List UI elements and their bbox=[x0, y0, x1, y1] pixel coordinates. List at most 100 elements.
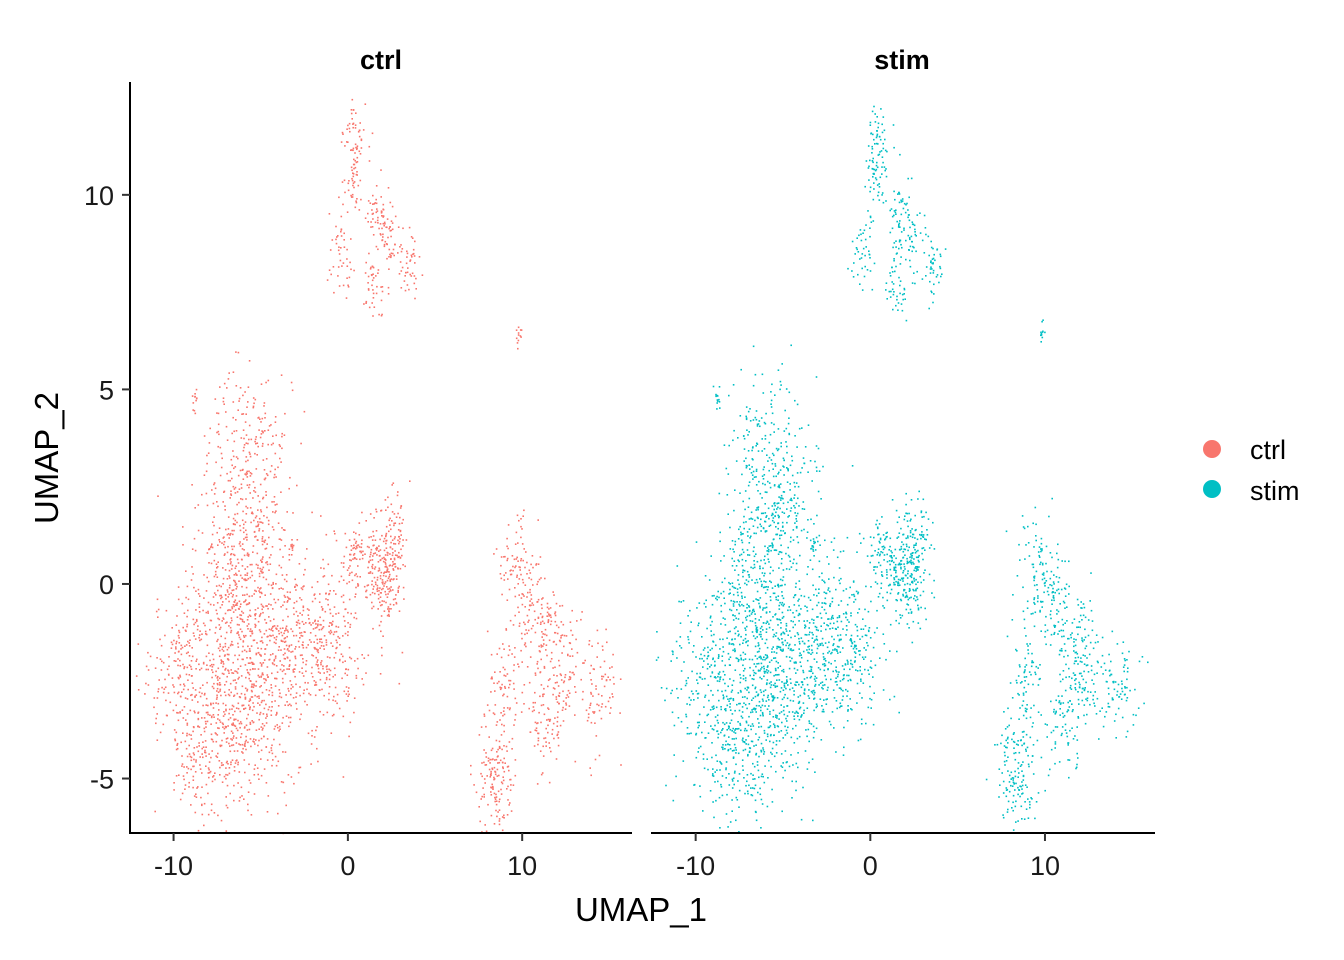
cell-point bbox=[246, 507, 249, 509]
cell-point bbox=[347, 668, 350, 671]
cell-point bbox=[239, 605, 242, 608]
cell-point bbox=[232, 732, 234, 734]
cell-point bbox=[510, 810, 513, 812]
cell-point bbox=[798, 718, 801, 721]
cell-point bbox=[367, 289, 370, 291]
cell-point bbox=[282, 627, 284, 629]
cell-point bbox=[514, 774, 517, 777]
cell-point bbox=[265, 629, 268, 632]
cell-point bbox=[277, 466, 279, 469]
cell-point bbox=[786, 732, 789, 734]
cell-point bbox=[722, 646, 724, 648]
cell-point bbox=[219, 774, 221, 776]
cell-point bbox=[780, 584, 782, 587]
cell-point bbox=[225, 738, 228, 740]
cell-point bbox=[504, 762, 506, 764]
cell-point bbox=[537, 667, 539, 670]
cell-point bbox=[756, 663, 758, 665]
cell-point bbox=[543, 687, 545, 690]
cell-point bbox=[409, 480, 411, 482]
cell-point bbox=[259, 596, 261, 598]
cell-point bbox=[493, 823, 496, 825]
cell-point bbox=[396, 554, 398, 557]
cell-point bbox=[729, 548, 732, 550]
cell-point bbox=[404, 565, 406, 568]
cell-point bbox=[545, 741, 547, 743]
cell-point bbox=[550, 651, 553, 654]
cell-point bbox=[542, 745, 544, 748]
cell-point bbox=[302, 644, 304, 647]
cell-point bbox=[769, 566, 772, 568]
cell-point bbox=[271, 691, 274, 694]
cell-point bbox=[665, 687, 668, 690]
cell-point bbox=[580, 618, 582, 621]
cell-point bbox=[514, 713, 517, 716]
cell-point bbox=[250, 745, 252, 748]
cell-point bbox=[281, 574, 284, 576]
cell-point bbox=[597, 642, 599, 645]
cell-point bbox=[307, 682, 309, 684]
cell-point bbox=[289, 476, 291, 479]
cell-point bbox=[763, 574, 765, 577]
cell-point bbox=[808, 740, 810, 743]
cell-point bbox=[235, 737, 238, 739]
cell-point bbox=[589, 704, 592, 706]
cell-point bbox=[302, 641, 304, 644]
cell-point bbox=[186, 755, 189, 758]
cell-point bbox=[737, 752, 740, 755]
cell-point bbox=[348, 180, 350, 182]
cell-point bbox=[353, 531, 355, 533]
cell-point bbox=[389, 230, 392, 232]
cell-point bbox=[701, 731, 703, 734]
cell-point bbox=[521, 661, 523, 663]
cell-point bbox=[493, 759, 496, 761]
cell-point bbox=[495, 796, 498, 798]
cell-point bbox=[230, 629, 233, 632]
cell-point bbox=[341, 181, 344, 183]
cell-point bbox=[244, 742, 246, 745]
cell-point bbox=[175, 624, 178, 626]
cell-point bbox=[281, 527, 283, 529]
cell-point bbox=[546, 606, 549, 609]
cell-point bbox=[732, 643, 734, 645]
cell-point bbox=[390, 558, 392, 560]
cell-point bbox=[326, 665, 328, 667]
cell-point bbox=[713, 594, 715, 597]
cell-point bbox=[352, 147, 355, 150]
cell-point bbox=[520, 518, 522, 520]
cell-point bbox=[216, 612, 218, 615]
cell-point bbox=[221, 457, 223, 460]
cell-point bbox=[291, 650, 294, 653]
cell-point bbox=[534, 721, 537, 724]
cell-point bbox=[232, 450, 234, 452]
cell-point bbox=[218, 727, 220, 730]
cell-point bbox=[544, 577, 546, 580]
cell-point bbox=[368, 306, 371, 309]
cell-point bbox=[565, 635, 568, 637]
cell-point bbox=[412, 252, 415, 255]
cell-point bbox=[236, 692, 239, 695]
cell-point bbox=[352, 547, 354, 550]
cell-point bbox=[236, 672, 239, 674]
cell-point bbox=[272, 442, 274, 445]
cell-point bbox=[719, 760, 721, 763]
cell-point bbox=[371, 209, 373, 211]
cell-point bbox=[494, 704, 497, 706]
cell-point bbox=[752, 419, 755, 421]
cell-point bbox=[261, 641, 264, 644]
cell-point bbox=[817, 447, 820, 450]
cell-point bbox=[590, 721, 593, 724]
cell-point bbox=[779, 537, 781, 540]
cell-point bbox=[734, 615, 736, 617]
cell-point bbox=[224, 637, 227, 640]
cell-point bbox=[486, 775, 488, 777]
cell-point bbox=[717, 722, 719, 724]
cell-point bbox=[217, 714, 219, 716]
cell-point bbox=[376, 547, 379, 550]
cell-point bbox=[213, 524, 215, 527]
cell-point bbox=[204, 624, 206, 627]
cell-point bbox=[247, 577, 250, 580]
cell-point bbox=[325, 598, 327, 600]
cell-point bbox=[375, 510, 378, 513]
cell-point bbox=[520, 632, 523, 635]
